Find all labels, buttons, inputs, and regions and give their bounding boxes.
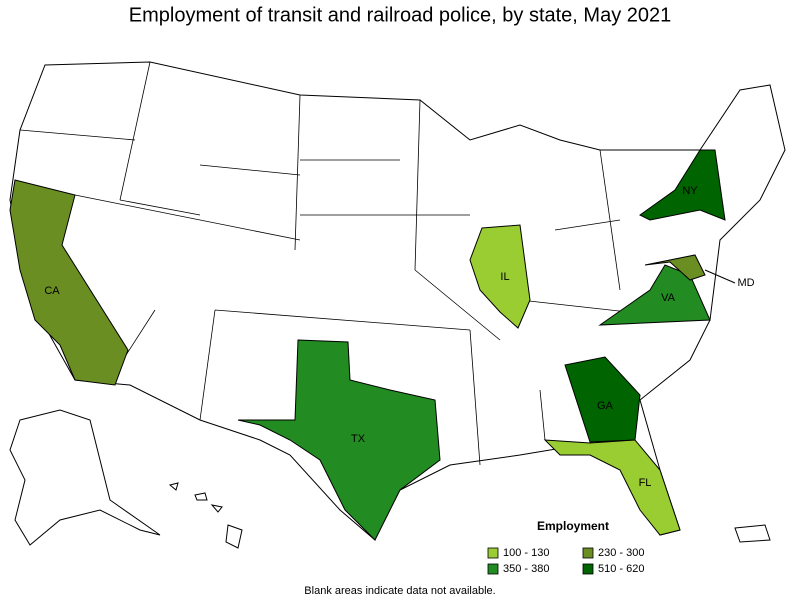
legend-title: Employment (537, 519, 609, 533)
state-label: CA (44, 285, 60, 297)
state-shape (564, 356, 641, 443)
legend-swatch (487, 547, 499, 559)
legend-label: 100 - 130 (503, 547, 549, 559)
legend-label: 510 - 620 (598, 563, 644, 575)
state-shape (639, 149, 726, 221)
state-label: IL (500, 271, 509, 283)
state-label: NY (682, 185, 698, 197)
state-borders (19, 61, 701, 466)
state-shape (598, 264, 711, 326)
legend-swatch (582, 563, 594, 575)
state-shape (469, 224, 531, 329)
hawaii (168, 482, 243, 549)
legend-swatch (582, 547, 594, 559)
label-leader (704, 269, 736, 284)
state-label: TX (351, 433, 366, 445)
state-label: FL (639, 477, 652, 489)
legend-swatch (487, 563, 499, 575)
legend-label: 230 - 300 (598, 547, 644, 559)
state-label: MD (737, 277, 754, 289)
state-label: GA (597, 400, 614, 412)
state-shape (543, 439, 681, 536)
state-shape (9, 179, 129, 386)
title: Employment of transit and railroad polic… (129, 4, 672, 26)
note: Blank areas indicate data not available. (304, 585, 495, 597)
puerto-rico (734, 524, 771, 543)
state-shape (644, 254, 706, 281)
state-shape (237, 339, 441, 541)
legend: Employment 100 - 130 230 - 300 350 - 380 51… (487, 519, 644, 575)
alaska (9, 409, 161, 546)
state-label: VA (661, 292, 676, 304)
map: CA TX IL VA MD NY GA FL (9, 61, 786, 549)
legend-label: 350 - 380 (503, 563, 549, 575)
